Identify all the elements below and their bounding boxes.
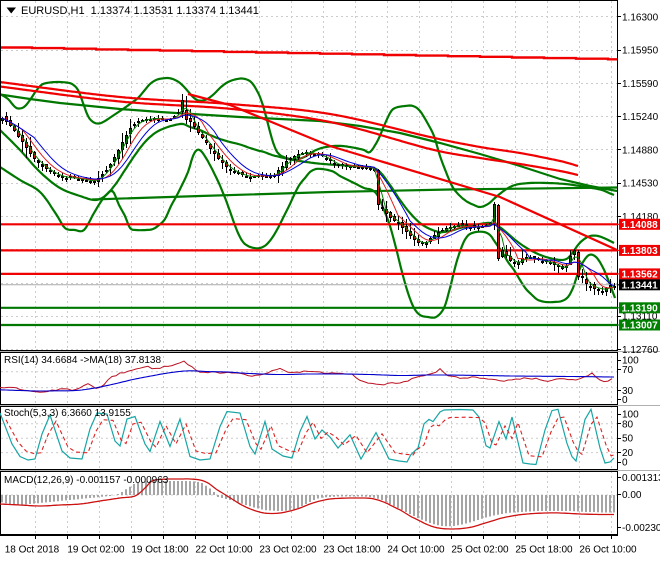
svg-text:MACD(12,26,9) -0.001157 -0.000: MACD(12,26,9) -0.001157 -0.000963 xyxy=(4,475,169,486)
svg-text:70: 70 xyxy=(622,365,634,376)
svg-text:1.13007: 1.13007 xyxy=(622,321,659,332)
svg-text:RSI(14) 34.6684 ->MA(18) 37.8: RSI(14) 34.6684 ->MA(18) 37.8138 xyxy=(4,355,161,366)
svg-text:23 Oct 02:00: 23 Oct 02:00 xyxy=(259,545,317,556)
svg-text:1.15240: 1.15240 xyxy=(622,112,659,123)
svg-text:23 Oct 18:00: 23 Oct 18:00 xyxy=(323,545,381,556)
svg-text:1.14880: 1.14880 xyxy=(622,145,659,156)
svg-text:50: 50 xyxy=(622,434,634,445)
svg-text:25 Oct 02:00: 25 Oct 02:00 xyxy=(451,545,509,556)
svg-text:-0.002303: -0.002303 xyxy=(622,523,660,534)
svg-text:24 Oct 10:00: 24 Oct 10:00 xyxy=(387,545,445,556)
svg-text:EURUSD,H1 1.13374 1.13531 1.1: EURUSD,H1 1.13374 1.13531 1.13374 1.1344… xyxy=(21,5,259,17)
svg-text:20: 20 xyxy=(622,448,634,459)
svg-text:19 Oct 02:00: 19 Oct 02:00 xyxy=(67,545,125,556)
svg-text:Stoch(5,3,3) 6.3660 13.9155: Stoch(5,3,3) 6.3660 13.9155 xyxy=(4,408,131,419)
svg-text:1.14088: 1.14088 xyxy=(622,220,659,231)
svg-text:0: 0 xyxy=(622,395,628,406)
svg-text:22 Oct 10:00: 22 Oct 10:00 xyxy=(195,545,253,556)
svg-text:0.001313: 0.001313 xyxy=(622,473,660,484)
svg-text:0: 0 xyxy=(622,458,628,469)
svg-text:1.14530: 1.14530 xyxy=(622,179,659,190)
svg-text:30: 30 xyxy=(622,386,634,397)
svg-text:1.13190: 1.13190 xyxy=(622,303,659,314)
svg-text:26 Oct 10:00: 26 Oct 10:00 xyxy=(579,545,637,556)
svg-text:18 Oct 2018: 18 Oct 2018 xyxy=(5,545,60,556)
svg-text:100: 100 xyxy=(622,356,639,367)
svg-text:19 Oct 18:00: 19 Oct 18:00 xyxy=(131,545,189,556)
svg-text:1.15590: 1.15590 xyxy=(622,79,659,90)
svg-text:1.13441: 1.13441 xyxy=(622,280,659,291)
svg-text:1.13803: 1.13803 xyxy=(622,246,659,257)
svg-text:25 Oct 18:00: 25 Oct 18:00 xyxy=(515,545,573,556)
svg-text:0.00: 0.00 xyxy=(622,490,642,501)
svg-text:1.16300: 1.16300 xyxy=(622,12,659,23)
svg-text:1.13110: 1.13110 xyxy=(622,312,658,323)
svg-text:1.13562: 1.13562 xyxy=(622,270,659,281)
svg-text:1.12760: 1.12760 xyxy=(622,345,659,356)
svg-text:100: 100 xyxy=(622,410,639,421)
svg-text:1.15950: 1.15950 xyxy=(622,46,659,57)
svg-text:1.14180: 1.14180 xyxy=(622,212,659,223)
svg-text:80: 80 xyxy=(622,419,634,430)
